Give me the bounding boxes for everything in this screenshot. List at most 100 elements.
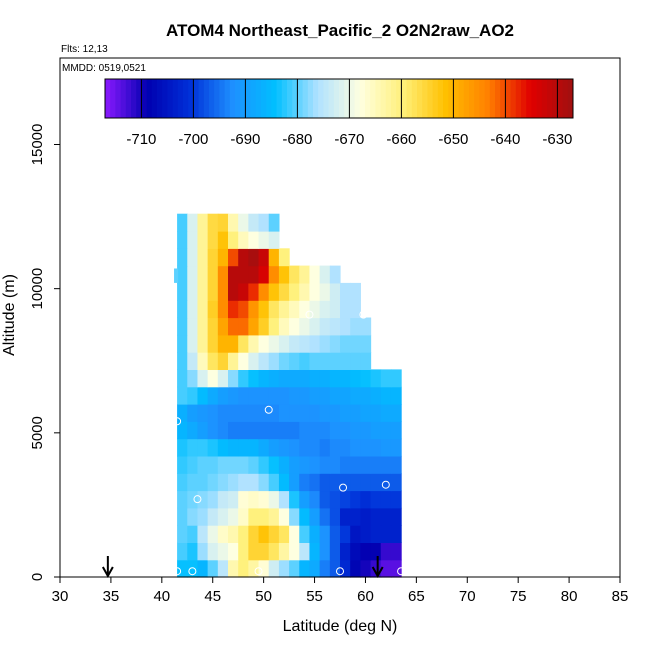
heatmap-cell (268, 231, 280, 249)
heatmap-cell (289, 317, 300, 336)
colorbar-segment (354, 79, 361, 118)
colorbar-segment (365, 79, 371, 118)
heatmap-cell (217, 507, 229, 526)
colorbar-segment (240, 79, 246, 118)
heatmap-cell (289, 386, 300, 405)
colorbar-segment (391, 79, 397, 118)
heatmap-cell (187, 386, 199, 405)
heatmap-cell (289, 490, 300, 509)
heatmap-cell (340, 369, 351, 388)
heatmap-cell (177, 542, 188, 561)
heatmap-cell (340, 542, 351, 561)
heatmap-cell (207, 231, 219, 249)
heatmap-cell (329, 542, 341, 561)
heatmap-cell (187, 438, 199, 457)
heatmap-cell (390, 525, 402, 543)
colorbar-segment (437, 79, 444, 118)
colorbar-segment (287, 79, 293, 118)
colorbar-segment (271, 79, 278, 118)
heatmap-cell (217, 542, 229, 561)
heatmap-cell (340, 490, 351, 509)
heatmap-cell (228, 369, 239, 388)
heatmap-cell (289, 265, 300, 284)
heatmap-cell (268, 317, 280, 336)
colorbar-tick-label: -690 (230, 131, 260, 148)
heatmap-cell (350, 542, 361, 561)
heatmap-cell (370, 507, 382, 526)
heatmap-cell (207, 525, 219, 543)
heatmap-cell (187, 334, 199, 353)
sample-point (305, 310, 314, 319)
heatmap-cell (258, 213, 270, 232)
heatmap-cell (197, 421, 209, 440)
heatmap-cell (217, 300, 229, 319)
heatmap-cell (299, 490, 311, 509)
colorbar-tick-label: -700 (178, 131, 208, 148)
heatmap-cell (329, 490, 341, 509)
colorbar-segment (250, 79, 257, 118)
heatmap-cell (187, 559, 199, 578)
colorbar-segment (203, 79, 210, 118)
heatmap-cell (187, 542, 199, 561)
flight-arrows (101, 556, 384, 579)
heatmap-cell (177, 317, 188, 336)
heatmap-cell (248, 265, 260, 284)
colorbar-segment (188, 79, 194, 118)
heatmap-cell (380, 490, 392, 509)
colorbar-segment (495, 79, 501, 118)
heatmap-cell (329, 525, 341, 543)
heatmap-cell (207, 300, 219, 319)
x-tick-label: 55 (306, 588, 323, 605)
heatmap-cell (248, 282, 260, 301)
heatmap-cell (278, 369, 290, 388)
heatmap-cell (187, 352, 199, 370)
heatmap-cell (360, 317, 372, 336)
heatmap-cell (289, 438, 300, 457)
heatmap-cell (268, 559, 280, 578)
sample-point (254, 567, 263, 576)
colorbar-segment (396, 79, 402, 118)
heatmap-cell (360, 559, 372, 578)
sample-point (504, 567, 512, 576)
heatmap-cell (268, 334, 280, 353)
heatmap-cell (238, 473, 249, 492)
heatmap-cell (217, 213, 229, 232)
x-tick-label: 35 (103, 588, 120, 605)
heatmap-cell (278, 265, 290, 284)
heatmap-cell (197, 404, 209, 422)
heatmap-cell (217, 490, 229, 509)
heatmap-cell (197, 525, 209, 543)
colorbar-segment (110, 79, 116, 118)
heatmap-cell (289, 300, 300, 319)
heatmap-cell (289, 334, 300, 353)
colorbar-segment (448, 79, 454, 118)
heatmap-cell (228, 542, 239, 561)
heatmap-cell (299, 352, 311, 370)
colorbar-segment (411, 79, 418, 118)
heatmap-cell (289, 421, 300, 440)
colorbar-segment (359, 79, 366, 118)
heatmap-cell (340, 282, 351, 301)
heatmap-cell (268, 455, 280, 474)
heatmap-cell (299, 559, 311, 578)
heatmap-cell (278, 300, 290, 319)
heatmap-cell (268, 473, 280, 492)
heatmap-cell (268, 386, 280, 405)
heatmap-cell (309, 542, 321, 561)
heatmap-cell (380, 473, 392, 492)
colorbar-segment (375, 79, 382, 118)
heatmap-cell (319, 282, 331, 301)
colorbar-segment (214, 79, 220, 118)
heatmap-cell (248, 525, 260, 543)
heatmap-cell (278, 334, 290, 353)
x-tick-label: 50 (255, 588, 272, 605)
heatmap-cell (350, 369, 361, 388)
heatmap-cell (370, 559, 382, 578)
heatmap-cell (390, 507, 402, 526)
heatmap-cell (258, 352, 270, 370)
heatmap-cell (329, 438, 341, 457)
heatmap-cell (177, 265, 188, 284)
x-tick-label: 65 (408, 588, 425, 605)
colorbar-segment (541, 79, 548, 118)
